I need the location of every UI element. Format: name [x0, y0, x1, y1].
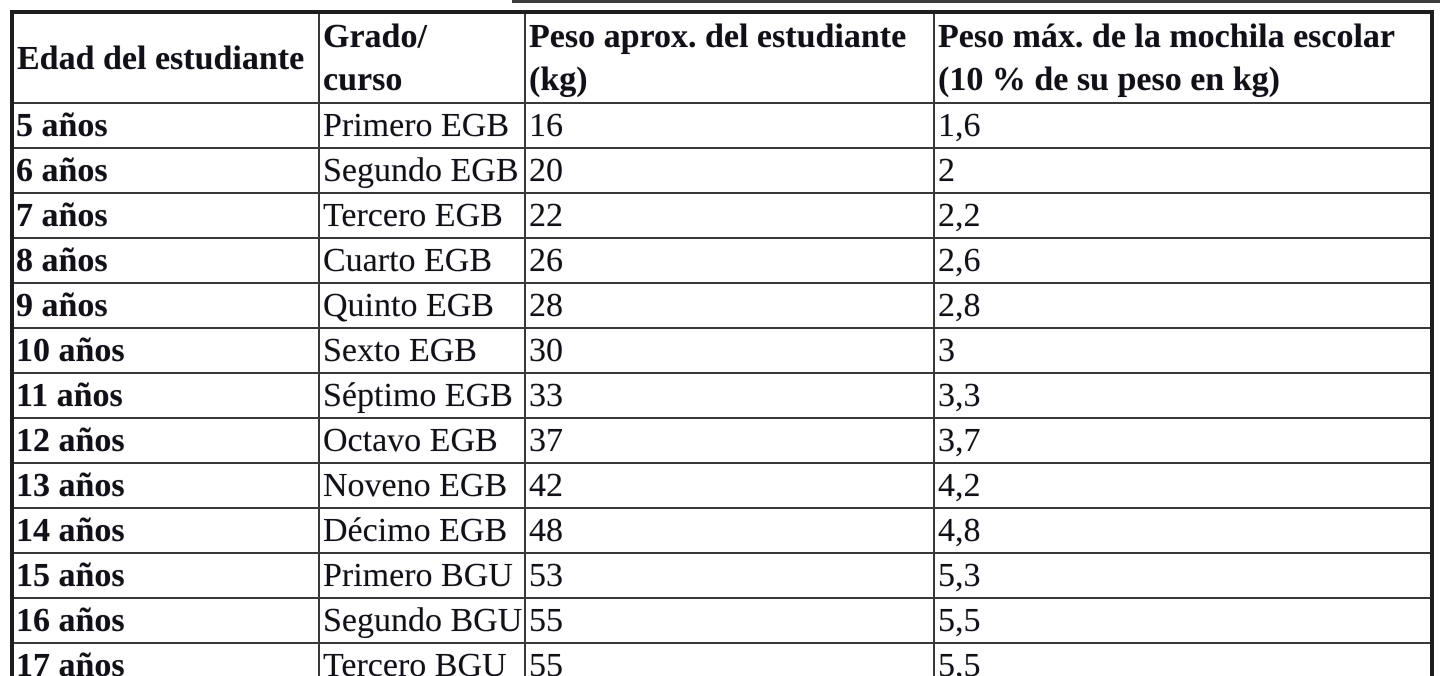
table-row: 9 años Quinto EGB 28 2,8: [11, 282, 1433, 329]
column-header-peso-aprox: Peso aprox. del estudiante (kg): [524, 11, 935, 104]
cell-edad: 16 años: [11, 597, 320, 644]
cell-peso: 53: [524, 552, 935, 599]
cell-mochila: 3: [933, 327, 1433, 374]
table-row: 15 años Primero BGU 53 5,3: [11, 552, 1433, 599]
cell-mochila: 2,2: [933, 192, 1433, 239]
cell-edad: 12 años: [11, 417, 320, 464]
cell-grado: Tercero BGU: [318, 642, 526, 676]
cell-mochila: 3,3: [933, 372, 1433, 419]
cell-mochila: 4,8: [933, 507, 1433, 554]
cell-edad: 7 años: [11, 192, 320, 239]
cell-edad: 9 años: [11, 282, 320, 329]
cell-grado: Décimo EGB: [318, 507, 526, 554]
header-line: curso: [323, 61, 403, 98]
backpack-weight-table: Edad del estudiante Grado/ curso Peso ap…: [10, 10, 1434, 676]
cell-mochila: 5,3: [933, 552, 1433, 599]
cell-edad: 5 años: [11, 102, 320, 149]
cell-mochila: 5,5: [933, 597, 1433, 644]
cell-grado: Primero EGB: [318, 102, 526, 149]
cell-edad: 14 años: [11, 507, 320, 554]
table-row: 5 años Primero EGB 16 1,6: [11, 102, 1433, 149]
cell-mochila: 4,2: [933, 462, 1433, 509]
cell-edad: 8 años: [11, 237, 320, 284]
cell-peso: 33: [524, 372, 935, 419]
cell-grado: Séptimo EGB: [318, 372, 526, 419]
cell-peso: 22: [524, 192, 935, 239]
cell-peso: 48: [524, 507, 935, 554]
cell-grado: Cuarto EGB: [318, 237, 526, 284]
cell-grado: Sexto EGB: [318, 327, 526, 374]
table-row: 6 años Segundo EGB 20 2: [11, 147, 1433, 194]
table-row: 16 años Segundo BGU 55 5,5: [11, 597, 1433, 644]
cell-mochila: 2,8: [933, 282, 1433, 329]
cell-edad: 11 años: [11, 372, 320, 419]
cell-mochila: 2: [933, 147, 1433, 194]
cell-grado: Tercero EGB: [318, 192, 526, 239]
table-row: 7 años Tercero EGB 22 2,2: [11, 192, 1433, 239]
cell-grado: Segundo BGU: [318, 597, 526, 644]
table-row: 13 años Noveno EGB 42 4,2: [11, 462, 1433, 509]
column-header-edad: Edad del estudiante: [11, 11, 320, 104]
cell-grado: Noveno EGB: [318, 462, 526, 509]
cell-peso: 28: [524, 282, 935, 329]
cell-peso: 16: [524, 102, 935, 149]
cell-peso: 55: [524, 597, 935, 644]
header-line: Peso máx. de la mochila escolar: [938, 18, 1396, 55]
cell-mochila: 1,6: [933, 102, 1433, 149]
column-header-grado-curso: Grado/ curso: [318, 11, 526, 104]
cell-edad: 17 años: [11, 642, 320, 676]
cell-edad: 10 años: [11, 327, 320, 374]
table-row: 14 años Décimo EGB 48 4,8: [11, 507, 1433, 554]
scan-artifact-line: [512, 0, 1440, 3]
header-line: Peso aprox. del estudiante: [529, 18, 907, 55]
column-header-peso-mochila: Peso máx. de la mochila escolar (10 % de…: [933, 11, 1433, 104]
cell-peso: 30: [524, 327, 935, 374]
cell-grado: Quinto EGB: [318, 282, 526, 329]
cell-peso: 55: [524, 642, 935, 676]
cell-peso: 20: [524, 147, 935, 194]
cell-mochila: 2,6: [933, 237, 1433, 284]
cell-grado: Segundo EGB: [318, 147, 526, 194]
header-line: (10 % de su peso en kg): [938, 61, 1280, 98]
table-row: 8 años Cuarto EGB 26 2,6: [11, 237, 1433, 284]
table-row: 12 años Octavo EGB 37 3,7: [11, 417, 1433, 464]
cell-grado: Octavo EGB: [318, 417, 526, 464]
header-line: Grado/: [323, 18, 427, 55]
cell-edad: 13 años: [11, 462, 320, 509]
cell-peso: 26: [524, 237, 935, 284]
table-row: 17 años Tercero BGU 55 5,5: [11, 642, 1433, 676]
header-row: Edad del estudiante Grado/ curso Peso ap…: [11, 11, 1433, 104]
cell-mochila: 3,7: [933, 417, 1433, 464]
cell-peso: 37: [524, 417, 935, 464]
cell-grado: Primero BGU: [318, 552, 526, 599]
cell-peso: 42: [524, 462, 935, 509]
cell-edad: 15 años: [11, 552, 320, 599]
header-line: (kg): [529, 61, 588, 98]
cell-mochila: 5,5: [933, 642, 1433, 676]
cell-edad: 6 años: [11, 147, 320, 194]
table-row: 10 años Sexto EGB 30 3: [11, 327, 1433, 374]
header-line: Edad del estudiante: [17, 39, 305, 77]
table-row: 11 años Séptimo EGB 33 3,3: [11, 372, 1433, 419]
